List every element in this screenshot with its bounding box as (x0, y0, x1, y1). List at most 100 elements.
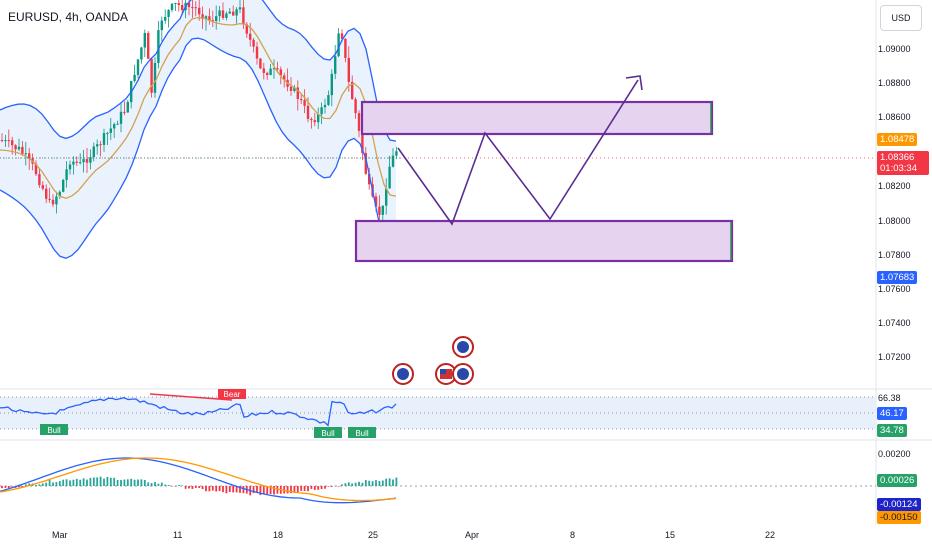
macd-histogram-bar (143, 480, 146, 486)
macd-histogram-bar (317, 486, 320, 490)
candle-body (41, 185, 44, 189)
candle-body (4, 140, 7, 142)
macd-histogram-bar (113, 477, 116, 486)
price-tick: 1.09000 (878, 44, 911, 54)
macd-histogram-bar (92, 477, 95, 486)
candle-body (7, 140, 10, 142)
candle-body (14, 145, 17, 150)
macd-histogram-bar (337, 486, 340, 487)
macd-histogram-bar (300, 486, 303, 491)
candle-body (357, 113, 361, 131)
candle-body (208, 16, 211, 21)
support-zone[interactable] (354, 219, 734, 263)
time-tick: 22 (765, 530, 776, 540)
candle-body (55, 196, 58, 205)
candle-body (113, 124, 116, 129)
macd-histogram-bar (242, 486, 245, 494)
candle-body (262, 68, 265, 73)
candle-body (140, 47, 143, 60)
candle-body (259, 58, 262, 69)
macd-histogram-bar (290, 486, 292, 494)
candle-body (17, 146, 21, 150)
bollinger-upper (0, 0, 397, 142)
macd-histogram-bar (194, 486, 197, 488)
candle-body (330, 73, 333, 96)
candle-body (133, 74, 136, 82)
macd-histogram-bar (375, 480, 377, 486)
candle-body (245, 24, 248, 34)
rsi-lower-badge: 34.78 (877, 424, 907, 437)
flag-icon[interactable] (452, 363, 474, 385)
candle-body (391, 155, 395, 167)
macd-histogram-bar (276, 486, 279, 494)
candle-body (89, 157, 92, 163)
macd-histogram-bar (388, 478, 391, 486)
symbol-title[interactable]: EURUSD, 4h, OANDA (8, 10, 129, 24)
currency-button[interactable]: USD (880, 5, 922, 31)
rsi-signal-bull-label: Bull (321, 429, 335, 438)
macd-histogram-bar (354, 482, 357, 486)
low-price-badge: 1.07683 (877, 271, 918, 284)
macd-histogram-bar (266, 486, 269, 494)
macd-histogram-bar (109, 477, 112, 486)
candle-body (228, 11, 231, 14)
candle-body (45, 188, 48, 199)
candle-body (364, 153, 367, 174)
flag-icon[interactable] (392, 363, 414, 385)
candle-body (153, 62, 157, 93)
candle-body (92, 146, 95, 158)
time-tick: 18 (273, 530, 284, 540)
candle-body (221, 10, 225, 18)
macd-histogram-bar (259, 486, 262, 496)
macd-histogram-bar (218, 486, 221, 492)
candle-body (119, 111, 123, 124)
candle-body (75, 161, 78, 163)
macd-histogram-bar (157, 483, 160, 486)
candle-body (79, 162, 82, 164)
candle-body (340, 33, 344, 39)
macd-histogram-bar (385, 478, 388, 486)
candle-body (327, 95, 330, 105)
candle-body (374, 196, 378, 207)
macd-histogram-bar (364, 480, 367, 486)
macd-hist-badge: -0.00150 (877, 511, 921, 524)
macd-histogram-bar (361, 482, 364, 486)
macd-histogram-bar (140, 479, 143, 486)
candle-body (48, 198, 51, 200)
candle-body (283, 75, 286, 80)
candle-body (306, 105, 310, 119)
macd-histogram-bar (160, 482, 163, 486)
macd-histogram-bar (215, 486, 218, 492)
macd-histogram-bar (171, 485, 173, 487)
macd-histogram-bar (164, 484, 167, 486)
macd-histogram-bar (310, 486, 313, 489)
macd-histogram-bar (262, 486, 265, 494)
current-price-badge: 1.08366 01:03:34 (877, 151, 929, 175)
macd-histogram-bar (123, 479, 126, 486)
macd-signal-line (0, 457, 397, 502)
macd-histogram-bar (395, 477, 398, 486)
flag-icon[interactable] (452, 336, 474, 358)
macd-histogram-bar (89, 477, 92, 486)
macd-histogram-bar (293, 486, 296, 493)
candle-body (300, 98, 303, 101)
candle-body (337, 33, 340, 57)
bollinger-basis (0, 16, 397, 199)
candle-body (361, 130, 364, 154)
resistance-zone[interactable] (360, 100, 714, 136)
macd-histogram-bar (191, 486, 194, 489)
candle-body (289, 86, 293, 91)
projection-path[interactable] (397, 79, 639, 226)
macd-histogram-bar (4, 486, 7, 488)
candle-body (28, 153, 31, 159)
candle-body (317, 114, 320, 123)
macd-histogram-bar (21, 486, 24, 488)
rsi-signal-bear-label: Bear (224, 390, 241, 399)
candle-body (11, 140, 14, 146)
candle-body (126, 102, 129, 113)
macd-histogram-bar (18, 486, 20, 488)
candle-body (266, 72, 269, 75)
macd-histogram-bar (137, 479, 139, 486)
